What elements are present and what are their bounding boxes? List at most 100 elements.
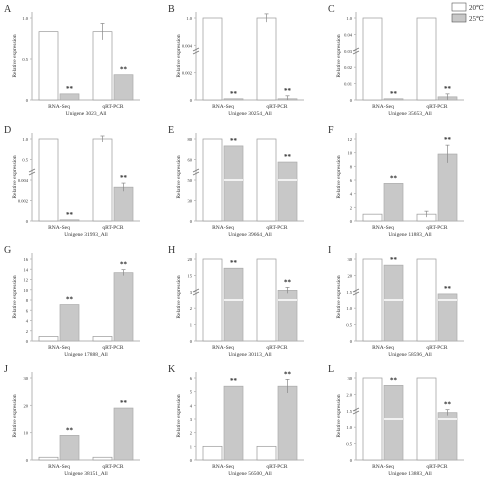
category-label: qRT-PCR: [426, 464, 448, 470]
x-axis-label: Unigene 56500_All: [228, 471, 272, 477]
bar-20c: [92, 31, 113, 101]
y-tick-label: 0.5: [22, 158, 28, 163]
y-tick-label: 1.0: [346, 425, 352, 430]
x-axis-label: Unigene 58596_All: [388, 352, 432, 358]
x-axis-label: Unigene 30254_All: [228, 111, 272, 117]
bar-25c: [113, 74, 134, 101]
bar-20c: [92, 456, 113, 461]
significance-marker: **: [284, 278, 292, 286]
significance-marker: **: [230, 137, 238, 145]
bar-20c: [256, 17, 277, 101]
significance-marker: **: [120, 66, 128, 74]
legend-swatch: [451, 2, 467, 12]
y-tick-label: 6: [350, 178, 353, 183]
bar-25c: [437, 293, 458, 342]
bar-20c: [256, 258, 277, 342]
y-axis-label: Relative expression: [12, 34, 18, 77]
category-label: qRT-PCR: [266, 104, 288, 110]
bar-20c: [362, 258, 383, 342]
y-tick-label: 20: [24, 403, 29, 408]
y-tick-label: 1.0: [22, 137, 28, 142]
category-label: qRT-PCR: [102, 225, 124, 231]
x-axis-label: Unigene 39664_All: [228, 232, 272, 238]
category-label: qRT-PCR: [102, 104, 124, 110]
y-tick-label: 1.5: [346, 290, 352, 295]
panel-l: L 0 0.5 1.0 1.5 2.0 30 Relative expression ** RNA…: [328, 364, 464, 477]
panel-j: J 0 10 20 30 Relative expression ** RNA-Seq ** qR…: [4, 364, 140, 477]
y-tick-label: 0.004: [18, 178, 29, 183]
y-tick-label: 0: [190, 219, 193, 224]
y-tick-label: 8: [350, 164, 353, 169]
legend-label: 20℃: [469, 4, 484, 12]
y-tick-label: 1.0: [22, 16, 28, 21]
significance-marker: **: [284, 153, 292, 161]
category-label: RNA-Seq: [372, 225, 394, 231]
panel-a: A 0 0.5 1.0 Relative expression ** RNA-Seq ** qR…: [4, 4, 140, 117]
y-tick-label: 0.002: [18, 199, 28, 204]
significance-marker: **: [284, 370, 292, 378]
category-label: RNA-Seq: [372, 345, 394, 351]
y-tick-label: 14: [24, 267, 29, 272]
category-label: RNA-Seq: [48, 345, 70, 351]
y-tick-label: 1.5: [346, 409, 352, 414]
y-tick-label: 0: [350, 219, 353, 224]
y-tick-label: 3: [190, 290, 193, 295]
significance-marker: **: [284, 87, 292, 95]
category-label: qRT-PCR: [426, 345, 448, 351]
y-tick-label: 0.5: [22, 57, 28, 62]
y-tick-label: 0: [26, 219, 29, 224]
panel-letter: G: [4, 245, 11, 256]
bar-25c: [59, 219, 80, 222]
panel-k: K 0 1 2 3 4 5 6 Relative expression ** RNA-Seq ** qR…: [168, 364, 304, 477]
bar-20c: [416, 377, 437, 461]
bar-25c: [113, 186, 134, 222]
significance-marker: **: [120, 261, 128, 269]
panel-letter: C: [328, 4, 335, 15]
y-tick-label: 8: [26, 298, 29, 303]
bar-20c: [202, 445, 223, 461]
axis-break: [192, 50, 200, 55]
axis-break: [192, 168, 200, 173]
significance-marker: **: [230, 90, 238, 98]
category-label: RNA-Seq: [372, 104, 394, 110]
bar-25c: [277, 385, 298, 461]
y-tick-label: 2: [190, 306, 192, 311]
panel-letter: I: [328, 245, 331, 256]
y-tick-label: 0: [350, 98, 353, 103]
bar-25c: [437, 153, 458, 222]
bar-25c: [223, 98, 244, 101]
y-tick-label: 0: [190, 458, 193, 463]
category-label: RNA-Seq: [372, 464, 394, 470]
axis-break: [28, 168, 36, 173]
bar-25c: [277, 161, 298, 222]
significance-marker: **: [390, 90, 398, 98]
significance-marker: **: [390, 256, 398, 264]
category-label: qRT-PCR: [266, 464, 288, 470]
y-tick-label: 4: [190, 403, 193, 408]
bar-20c: [202, 258, 223, 342]
y-tick-label: 0.004: [182, 43, 193, 48]
panel-letter: E: [168, 125, 174, 136]
significance-marker: **: [120, 399, 128, 407]
y-tick-label: 0: [350, 339, 353, 344]
y-axis-label: Relative expression: [176, 275, 182, 318]
y-tick-label: 20: [188, 257, 193, 262]
bar-25c: [223, 385, 244, 461]
bar-20c: [362, 17, 383, 101]
y-tick-label: 6: [190, 376, 193, 381]
y-tick-label: 15: [188, 273, 193, 278]
y-tick-label: 1: [190, 323, 192, 328]
panel-c: C 0 0.01 0.02 0.03 0.04 1.0 Relative expression…: [328, 4, 464, 117]
bar-25c: [59, 304, 80, 342]
y-tick-label: 0: [190, 339, 193, 344]
y-tick-label: 0: [26, 339, 29, 344]
y-axis-label: Relative expression: [12, 155, 18, 198]
axis-break: [28, 171, 36, 176]
x-axis-label: Unigene 30113_All: [228, 352, 272, 358]
panel-letter: H: [168, 245, 175, 256]
bar-20c: [202, 17, 223, 101]
bar-25c: [383, 385, 404, 461]
significance-marker: **: [444, 285, 452, 293]
category-label: qRT-PCR: [266, 225, 288, 231]
